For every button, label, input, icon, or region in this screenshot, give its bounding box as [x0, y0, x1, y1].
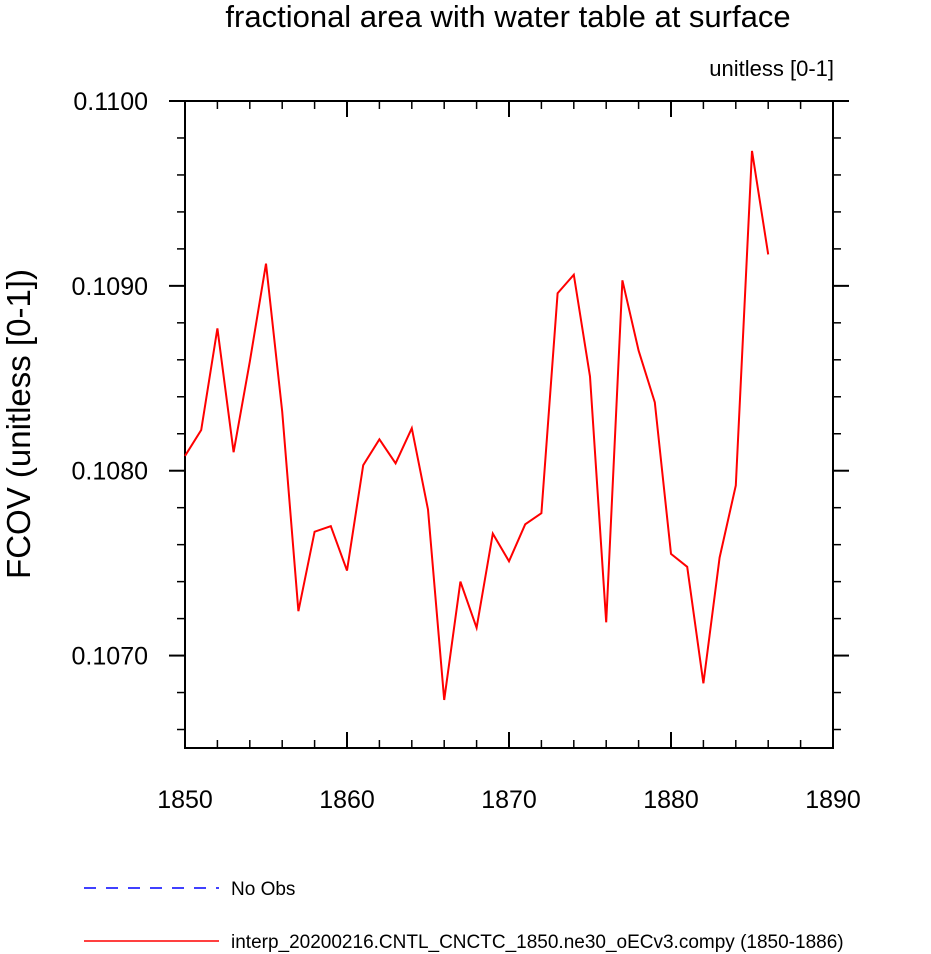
x-tick-label: 1870 [481, 786, 537, 814]
legend: No Obs interp_20200216.CNTL_CNCTC_1850.ne… [84, 879, 844, 953]
series-line-1 [184, 150, 770, 701]
y-axis-title: FCOV (unitless [0-1]) [0, 269, 37, 579]
legend-label: No Obs [231, 879, 295, 900]
units-label: unitless [0-1] [709, 56, 834, 81]
series-layer [184, 150, 770, 701]
x-tick-label: 1890 [805, 786, 861, 814]
x-tick-label: 1880 [643, 786, 699, 814]
x-tick-label: 1850 [157, 786, 213, 814]
y-tick-label: 0.1090 [72, 273, 148, 301]
chart-title: fractional area with water table at surf… [225, 0, 790, 34]
legend-label: interp_20200216.CNTL_CNCTC_1850.ne30_oEC… [231, 932, 844, 953]
tick-marks: 1850 1860 1870 1880 1890 0.1070 0.1080 0.1090 0.… [72, 88, 861, 814]
y-tick-label: 0.1100 [73, 88, 148, 116]
plot-frame [184, 100, 834, 749]
y-tick-label: 0.1080 [72, 458, 148, 486]
y-tick-label: 0.1070 [72, 643, 148, 671]
x-tick-label: 1860 [319, 786, 375, 814]
